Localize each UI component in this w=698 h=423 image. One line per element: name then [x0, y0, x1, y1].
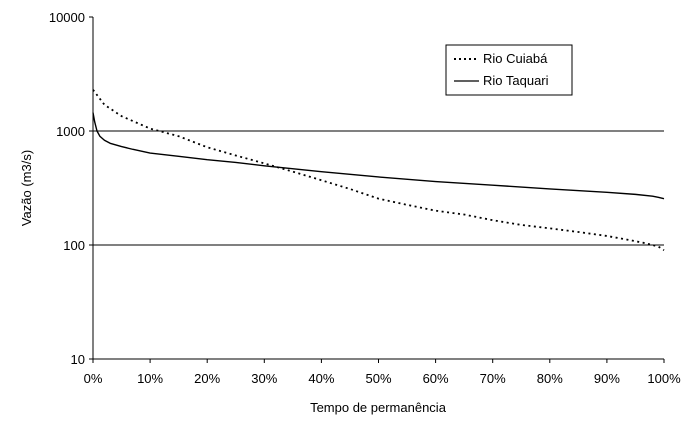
- x-tick-label: 90%: [594, 371, 620, 386]
- x-tick-label: 80%: [537, 371, 563, 386]
- x-tick-label: 30%: [251, 371, 277, 386]
- y-axis-ticks: 10 100 1000 10000: [49, 10, 93, 367]
- x-tick-label: 70%: [480, 371, 506, 386]
- legend-box: [445, 44, 573, 96]
- series-line-rio-cuiab-: [92, 89, 665, 251]
- y-axis-title: Vazão (m3/s): [19, 150, 34, 226]
- plot-background: [93, 17, 664, 359]
- gridlines: [93, 130, 664, 246]
- legend-label-rio-cuiaba: Rio Cuiabá: [483, 51, 548, 66]
- y-tick-label: 10: [71, 352, 85, 367]
- series-line-rio-taquari: [92, 112, 665, 200]
- x-tick-label: 40%: [308, 371, 334, 386]
- x-tick-label: 100%: [647, 371, 681, 386]
- x-axis-ticks: 0% 10% 20% 30% 40% 50% 60% 70% 80% 90% 100%: [84, 359, 681, 386]
- x-axis-title: Tempo de permanência: [310, 400, 447, 415]
- legend-label-rio-taquari: Rio Taquari: [483, 73, 549, 88]
- plot-area: [93, 17, 664, 359]
- x-tick-label: 20%: [194, 371, 220, 386]
- y-tick-label: 100: [63, 238, 85, 253]
- x-tick-label: 60%: [423, 371, 449, 386]
- series-layer: [92, 89, 665, 251]
- y-tick-label: 1000: [56, 124, 85, 139]
- legend: Rio Cuiabá Rio Taquari: [445, 44, 573, 96]
- x-tick-label: 50%: [365, 371, 391, 386]
- y-tick-label: 10000: [49, 10, 85, 25]
- x-tick-label: 10%: [137, 371, 163, 386]
- x-tick-label: 0%: [84, 371, 103, 386]
